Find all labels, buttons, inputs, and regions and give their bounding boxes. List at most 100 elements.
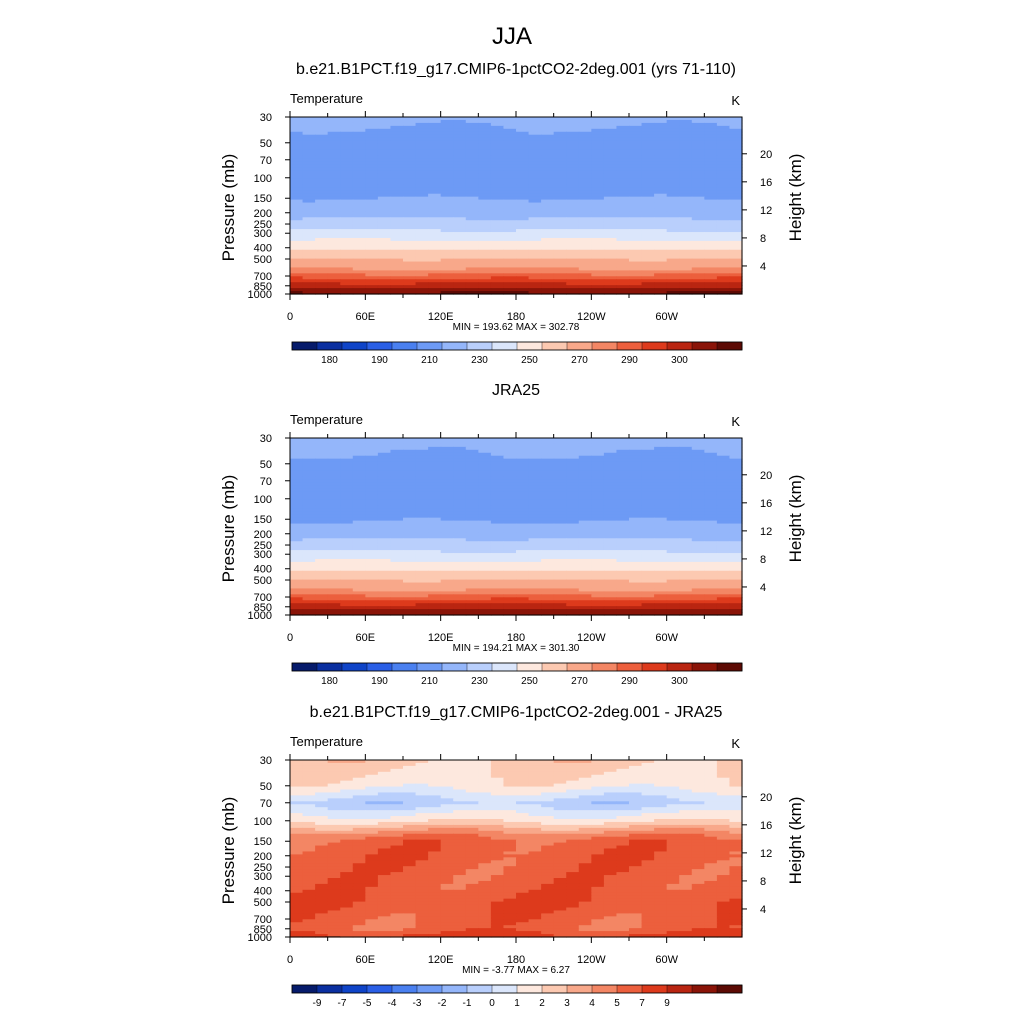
field-cell bbox=[603, 541, 618, 545]
field-cell bbox=[528, 789, 542, 794]
field-cell bbox=[516, 488, 530, 492]
field-cell bbox=[428, 488, 442, 492]
field-cell bbox=[679, 291, 693, 295]
field-cell bbox=[377, 243, 392, 248]
field-cell bbox=[503, 246, 517, 251]
field-cell bbox=[415, 261, 429, 266]
field-cell bbox=[390, 789, 404, 794]
field-cell bbox=[679, 461, 693, 466]
field-cell bbox=[352, 187, 366, 192]
pressure-tick-label: 700 bbox=[254, 271, 272, 283]
field-cell bbox=[641, 458, 655, 463]
field-cell bbox=[478, 122, 492, 127]
field-cell bbox=[290, 119, 304, 124]
field-cell bbox=[490, 570, 505, 575]
field-cell bbox=[704, 438, 718, 442]
field-cell bbox=[704, 511, 718, 516]
field-cell bbox=[716, 205, 731, 210]
field-cell bbox=[516, 505, 530, 510]
field-cell bbox=[490, 505, 505, 510]
field-cell bbox=[478, 190, 492, 195]
field-cell bbox=[377, 570, 392, 575]
field-cell bbox=[490, 502, 505, 507]
field-cell bbox=[566, 585, 580, 590]
field-cell bbox=[377, 603, 392, 607]
field-cell bbox=[377, 476, 392, 480]
field-cell bbox=[616, 609, 630, 613]
field-cell bbox=[428, 161, 442, 165]
field-cell bbox=[490, 158, 505, 162]
field-cell bbox=[553, 461, 567, 466]
field-cell bbox=[302, 119, 316, 124]
field-cell bbox=[729, 582, 743, 587]
field-cell bbox=[440, 564, 454, 569]
field-cell bbox=[290, 514, 304, 519]
field-cell bbox=[541, 205, 555, 210]
field-cell bbox=[629, 532, 643, 536]
field-cell bbox=[290, 517, 304, 522]
field-cell bbox=[377, 184, 392, 189]
field-cell bbox=[403, 143, 417, 148]
field-cell bbox=[553, 232, 567, 236]
field-cell bbox=[578, 455, 592, 460]
field-cell bbox=[377, 237, 392, 242]
field-cell bbox=[541, 193, 555, 198]
field-cell bbox=[365, 438, 379, 442]
field-cell bbox=[453, 226, 467, 230]
field-cell bbox=[352, 273, 366, 277]
field-cell bbox=[541, 491, 555, 495]
field-cell bbox=[440, 774, 454, 779]
field-cell bbox=[503, 467, 517, 472]
field-cell bbox=[566, 594, 580, 598]
field-cell bbox=[704, 771, 718, 776]
field-cell bbox=[327, 176, 341, 180]
field-cell bbox=[516, 499, 530, 504]
field-cell bbox=[578, 550, 592, 554]
field-cell bbox=[377, 452, 392, 457]
field-cell bbox=[578, 193, 592, 198]
field-cell bbox=[302, 464, 316, 469]
field-cell bbox=[503, 152, 517, 156]
field-cell bbox=[591, 223, 605, 227]
field-cell bbox=[440, 255, 454, 260]
field-cell bbox=[591, 261, 605, 266]
field-cell bbox=[315, 249, 329, 254]
colorbar-swatch bbox=[716, 341, 743, 351]
field-cell bbox=[290, 561, 304, 566]
field-cell bbox=[478, 134, 492, 139]
field-cell bbox=[679, 134, 693, 139]
field-cell bbox=[428, 270, 442, 274]
field-cell bbox=[428, 252, 442, 257]
field-cell bbox=[465, 591, 479, 595]
field-cell bbox=[315, 282, 329, 286]
field-cell bbox=[403, 573, 417, 578]
field-cell bbox=[704, 544, 718, 548]
field-cell bbox=[553, 176, 567, 180]
field-cell bbox=[691, 122, 705, 127]
field-cell bbox=[503, 511, 517, 516]
field-cell bbox=[629, 564, 643, 569]
field-cell bbox=[716, 508, 731, 513]
field-cell bbox=[629, 288, 643, 292]
field-cell bbox=[629, 544, 643, 548]
field-cell bbox=[578, 223, 592, 227]
field-cell bbox=[352, 777, 366, 782]
field-cell bbox=[440, 517, 454, 522]
field-cell bbox=[365, 594, 379, 598]
field-cell bbox=[691, 488, 705, 492]
field-cell bbox=[716, 128, 731, 133]
field-cell bbox=[641, 479, 655, 483]
field-cell bbox=[541, 573, 555, 578]
field-cell bbox=[478, 547, 492, 551]
field-cell bbox=[327, 558, 341, 563]
field-cell bbox=[327, 438, 341, 442]
field-cell bbox=[616, 193, 630, 198]
field-cell bbox=[629, 125, 643, 130]
field-cell bbox=[666, 491, 680, 495]
field-cell bbox=[290, 789, 304, 794]
field-cell bbox=[691, 579, 705, 584]
field-cell bbox=[415, 461, 429, 466]
field-cell bbox=[691, 237, 705, 242]
field-cell bbox=[490, 223, 505, 227]
field-cell bbox=[490, 214, 505, 218]
